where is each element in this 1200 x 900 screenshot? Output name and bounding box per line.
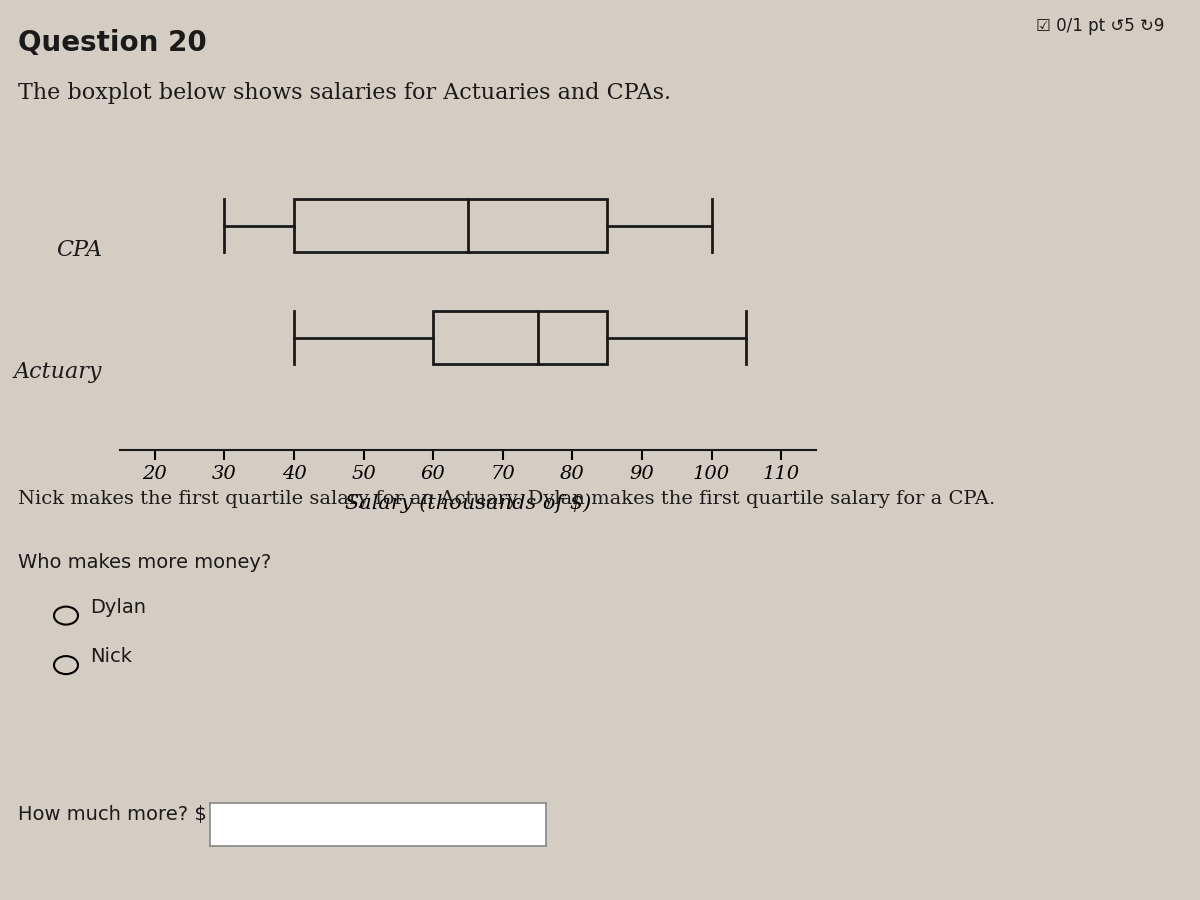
Text: Nick: Nick — [90, 647, 132, 667]
Text: Actuary: Actuary — [13, 361, 102, 382]
Bar — [433, 311, 607, 364]
Text: The boxplot below shows salaries for Actuaries and CPAs.: The boxplot below shows salaries for Act… — [18, 82, 671, 104]
Bar — [294, 199, 607, 252]
Text: Who makes more money?: Who makes more money? — [18, 554, 271, 572]
X-axis label: Salary (thousands of $): Salary (thousands of $) — [344, 494, 592, 513]
Text: How much more? $: How much more? $ — [18, 805, 206, 824]
Text: Question 20: Question 20 — [18, 29, 206, 58]
Text: CPA: CPA — [56, 239, 102, 261]
Text: Dylan: Dylan — [90, 598, 146, 617]
Text: ☑ 0/1 pt ↺5 ↻9: ☑ 0/1 pt ↺5 ↻9 — [1036, 16, 1164, 34]
Text: Nick makes the first quartile salary for an Actuary. Dylan makes the first quart: Nick makes the first quartile salary for… — [18, 491, 995, 508]
